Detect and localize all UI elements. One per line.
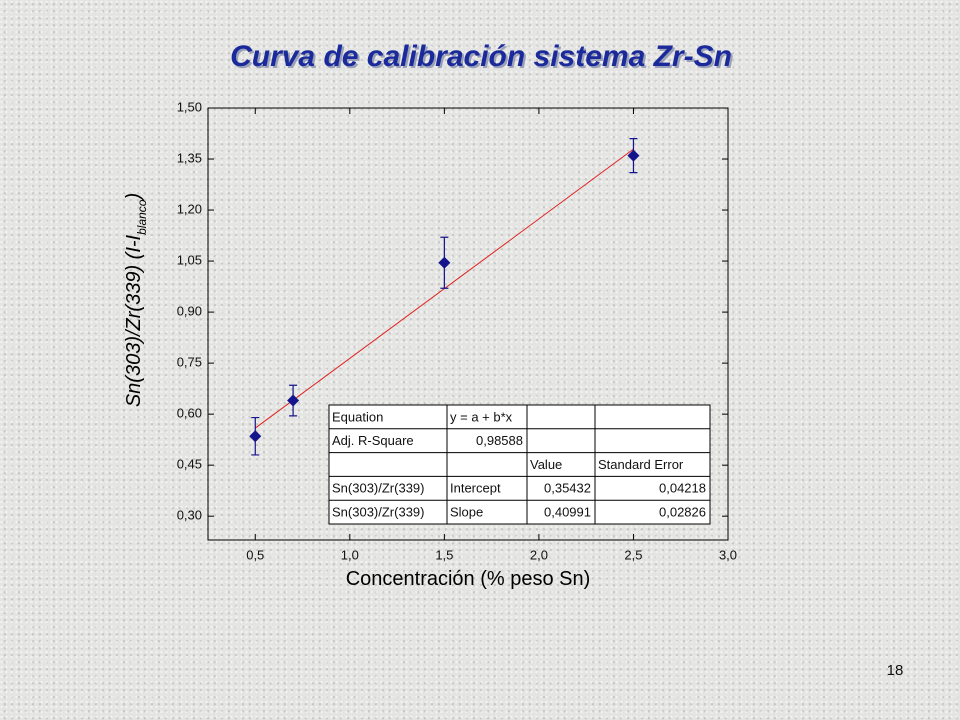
y-tick-label: 1,50 [177, 99, 202, 114]
page-number: 18 [887, 662, 904, 679]
table-cell: Slope [450, 505, 483, 520]
x-tick-label: 3,0 [719, 547, 737, 562]
y-tick-label: 0,60 [177, 406, 202, 421]
table-cell: Equation [332, 409, 383, 424]
table-cell: 0,98588 [476, 433, 523, 448]
y-tick-label: 0,75 [177, 355, 202, 370]
table-cell: 0,04218 [659, 481, 706, 496]
y-label-main: Sn(303)/Zr(339) (I-I [123, 234, 145, 407]
y-label-end: ) [123, 193, 145, 202]
table-cell: Standard Error [598, 457, 684, 472]
y-tick-label: 0,30 [177, 508, 202, 523]
table-cell: y = a + b*x [450, 409, 513, 424]
x-tick-label: 1,0 [341, 547, 359, 562]
x-tick-label: 0,5 [246, 547, 264, 562]
y-tick-label: 0,45 [177, 457, 202, 472]
x-tick-label: 1,5 [435, 547, 453, 562]
table-cell: Intercept [450, 481, 501, 496]
slide-title: Curva de calibración sistema Zr-Sn [230, 40, 732, 73]
y-tick-label: 1,35 [177, 150, 202, 165]
table-cell: Adj. R-Square [332, 433, 414, 448]
table-cell: 0,35432 [544, 481, 591, 496]
data-point [438, 256, 451, 269]
x-tick-label: 2,0 [530, 547, 548, 562]
x-tick-label: 2,5 [624, 547, 642, 562]
data-point [287, 394, 300, 407]
y-tick-label: 1,05 [177, 253, 202, 268]
table-cell: 0,40991 [544, 505, 591, 520]
table-cell: Value [530, 457, 562, 472]
y-tick-label: 1,20 [177, 201, 202, 216]
data-point [627, 149, 640, 162]
title-shadow: Curva de calibración sistema Zr-Sn [232, 42, 734, 75]
data-point [249, 430, 262, 443]
stats-table: Equation y = a + b*x Adj. R-Square 0,98588 V… [328, 404, 711, 525]
table-cell: Sn(303)/Zr(339) [332, 481, 424, 496]
plot-frame [207, 107, 729, 541]
x-axis-label: Concentración (% peso Sn) [346, 568, 591, 590]
y-label-sub: blanco [135, 199, 149, 235]
y-tick-label: 0,90 [177, 304, 202, 319]
y-axis-label: Sn(303)/Zr(339) (I-Iblanco) [123, 193, 149, 407]
table-cell: Sn(303)/Zr(339) [332, 505, 424, 520]
table-cell: 0,02826 [659, 505, 706, 520]
